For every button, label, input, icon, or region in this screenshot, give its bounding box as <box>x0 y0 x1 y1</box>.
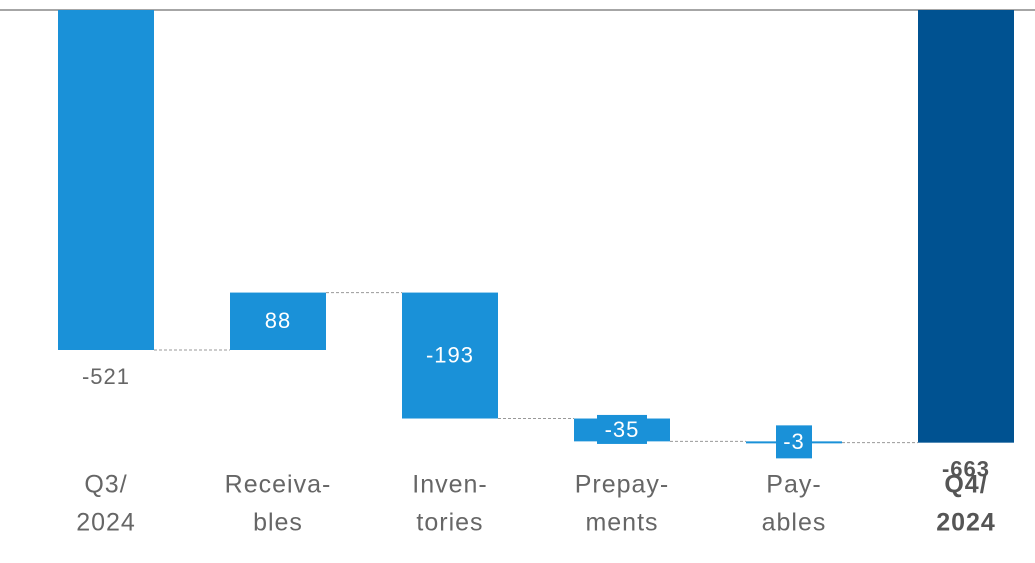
bar <box>918 10 1014 443</box>
x-tick-label: Q4/ <box>944 471 987 499</box>
x-tick-label: Q3/ <box>84 471 127 499</box>
value-label: 88 <box>265 308 291 333</box>
x-tick-label: Pay- <box>766 471 821 499</box>
value-label: -663 <box>942 456 990 481</box>
value-label: -3 <box>783 429 805 454</box>
x-tick-label: Receiva- <box>225 471 332 499</box>
x-tick-label: Prepay- <box>575 471 670 499</box>
bar <box>402 292 498 419</box>
label-box <box>776 425 812 459</box>
value-label: -35 <box>605 417 640 442</box>
x-tick-label: tories <box>416 509 483 537</box>
bar <box>230 292 326 350</box>
x-tick-label: ables <box>762 509 827 537</box>
x-tick-label: 2024 <box>76 509 136 537</box>
x-tick-label: 2024 <box>936 509 996 537</box>
bar <box>58 10 154 350</box>
x-tick-label: Inven- <box>412 471 487 499</box>
label-box <box>597 414 647 444</box>
value-label: -193 <box>426 342 474 367</box>
value-label: -521 <box>82 364 130 389</box>
x-tick-label: bles <box>253 509 303 537</box>
x-tick-label: ments <box>585 509 658 537</box>
